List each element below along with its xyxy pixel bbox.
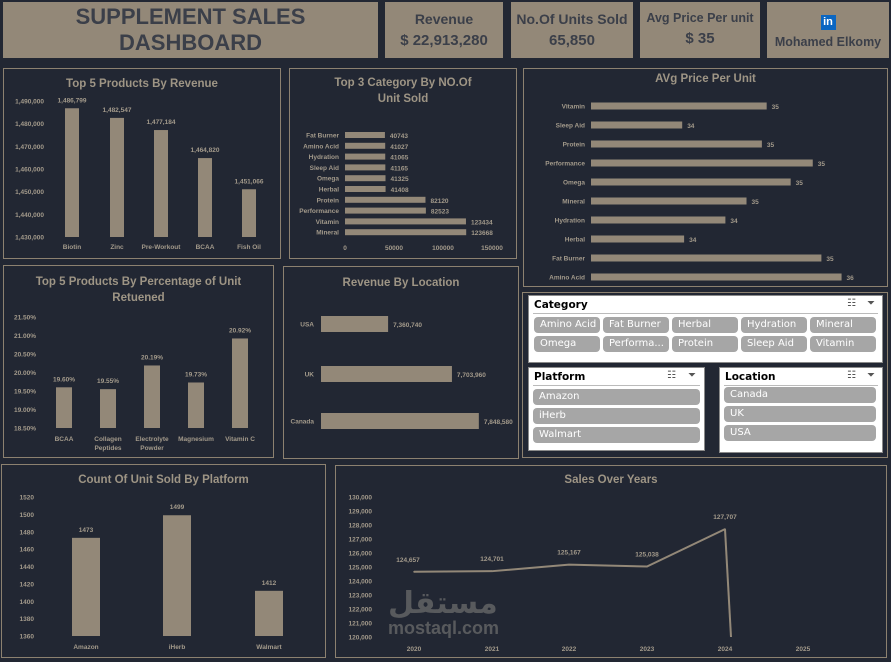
watermark-logo: مستقل	[388, 586, 498, 621]
divider	[533, 313, 878, 314]
slicer-location-option[interactable]: Canada	[724, 387, 876, 403]
slicer-category-title: Category	[534, 299, 588, 311]
watermark-text: mostaql.com	[388, 618, 500, 638]
slicer-category-option[interactable]: Performa...	[603, 336, 669, 352]
author-card[interactable]: in Mohamed Elkomy	[767, 2, 889, 58]
kpi-revenue-label: Revenue	[414, 11, 474, 27]
kpi-revenue: Revenue $ 22,913,280	[385, 2, 503, 58]
divider	[724, 385, 878, 386]
chart-title: Revenue By Location	[342, 277, 460, 289]
clear-filter-icon[interactable]: ⏷	[867, 298, 875, 309]
chart-title: Sales Over Years	[564, 474, 658, 486]
slicer-platform-option[interactable]: Walmart	[533, 427, 700, 443]
linkedin-icon[interactable]: in	[820, 15, 836, 30]
panel-returned-pct: Top 5 Products By Percentage of Unit Ret…	[3, 265, 274, 458]
clear-filter-icon[interactable]: ⏷	[688, 370, 696, 381]
slicer-category-option[interactable]: Hydration	[741, 317, 807, 333]
chart-title: AVg Price Per Unit	[655, 73, 756, 85]
multi-select-icon[interactable]: ☷	[847, 298, 856, 309]
kpi-avg-value: $ 35	[685, 30, 715, 47]
kpi-units-value: 65,850	[549, 32, 595, 49]
slicer-category-option[interactable]: Protein	[672, 336, 738, 352]
slicer-category-option[interactable]: Omega	[534, 336, 600, 352]
slicer-platform-option[interactable]: Amazon	[533, 389, 700, 405]
chart-title: Count Of Unit Sold By Platform	[78, 474, 249, 486]
watermark: مستقل mostaql.com	[388, 586, 500, 639]
kpi-units-label: No.Of Units Sold	[516, 11, 628, 27]
multi-select-icon[interactable]: ☷	[667, 370, 676, 381]
clear-filter-icon[interactable]: ⏷	[867, 370, 875, 381]
slicer-location-option[interactable]: UK	[724, 406, 876, 422]
panel-revenue-location: Revenue By Location	[283, 266, 519, 459]
kpi-units-sold: No.Of Units Sold 65,850	[511, 2, 633, 58]
chart-title: Top 5 Products By Revenue	[66, 78, 218, 90]
panel-top5-revenue: Top 5 Products By Revenue	[3, 68, 281, 259]
slicer-category-option[interactable]: Amino Acid	[534, 317, 600, 333]
kpi-revenue-value: $ 22,913,280	[400, 32, 488, 49]
slicer-category-option[interactable]: Vitamin	[810, 336, 876, 352]
slicer-platform-option[interactable]: iHerb	[533, 408, 700, 424]
kpi-avg-price: Avg Price Per unit $ 35	[640, 2, 760, 58]
panel-category-units: Top 3 Category By NO.Of Unit Sold	[289, 68, 517, 259]
author-name: Mohamed Elkomy	[774, 35, 882, 49]
slicer-category-option[interactable]: Mineral	[810, 317, 876, 333]
slicer-platform-title: Platform	[534, 371, 586, 383]
slicer-category-option[interactable]: Fat Burner	[603, 317, 669, 333]
multi-select-icon[interactable]: ☷	[847, 370, 856, 381]
slicers-panel	[522, 292, 888, 458]
dashboard-title-text: SUPPLEMENT SALES DASHBOARD	[75, 4, 306, 55]
divider	[533, 385, 700, 386]
slicer-platform: Platform ☷ ⏷ Amazon iHerb Walmart	[528, 367, 705, 451]
chart-title: Top 3 Category By NO.Of Unit Sold	[334, 77, 472, 105]
slicer-location: Location ☷ ⏷ Canada UK USA	[719, 367, 883, 453]
slicer-category: Category ☷ ⏷ Amino Acid Fat Burner Herbal H…	[528, 295, 883, 363]
slicer-location-option[interactable]: USA	[724, 425, 876, 441]
slicer-category-option[interactable]: Herbal	[672, 317, 738, 333]
panel-avg-price: AVg Price Per Unit	[523, 68, 888, 287]
panel-platform-units: Count Of Unit Sold By Platform	[1, 464, 326, 658]
panel-sales-years: Sales Over Years	[335, 465, 887, 658]
slicer-location-title: Location	[725, 371, 776, 383]
slicer-category-option[interactable]: Sleep Aid	[741, 336, 807, 352]
chart-title: Top 5 Products By Percentage of Unit Ret…	[35, 276, 242, 304]
kpi-avg-label: Avg Price Per unit	[646, 11, 754, 25]
dashboard-title: SUPPLEMENT SALES DASHBOARD	[3, 2, 378, 58]
